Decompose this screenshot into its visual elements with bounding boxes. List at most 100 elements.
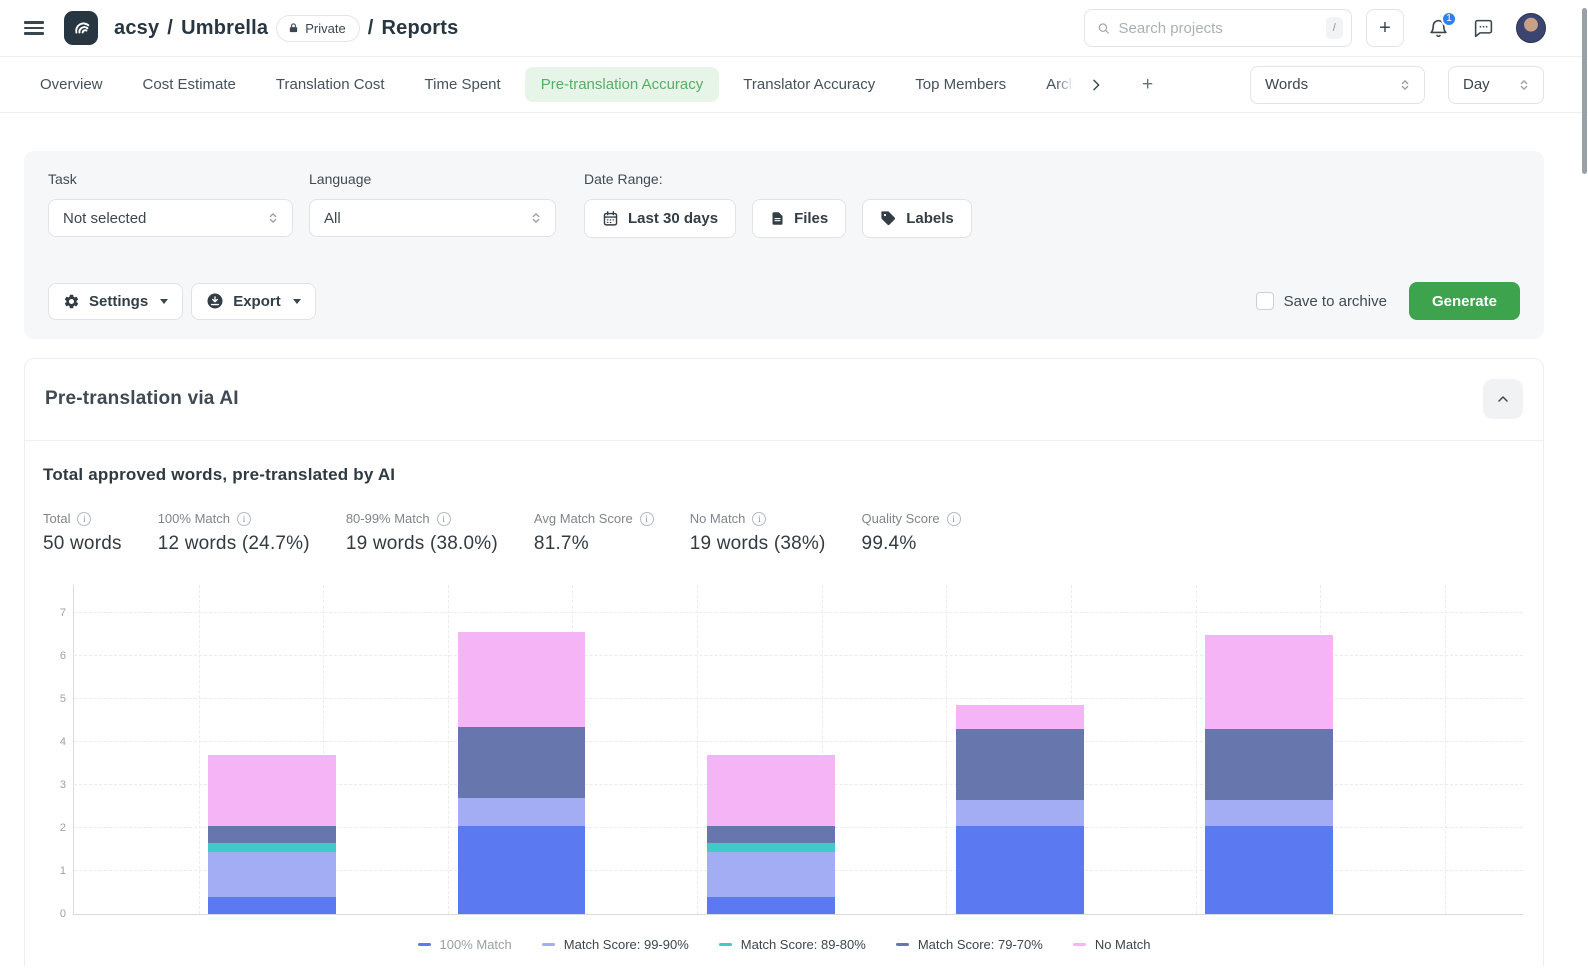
select-arrows-icon [266, 211, 280, 225]
logo-icon [70, 17, 92, 39]
task-select[interactable]: Not selected [48, 199, 293, 237]
tag-icon [880, 210, 897, 227]
bar-segment-no-match [707, 755, 835, 826]
settings-button[interactable]: Settings [48, 283, 183, 320]
notification-count-badge: 1 [1441, 11, 1457, 27]
legend-label: 100% Match [440, 937, 512, 952]
create-project-button[interactable]: + [1366, 9, 1404, 47]
legend-item-match-score-89-80[interactable]: Match Score: 89-80% [719, 937, 866, 952]
breadcrumb: acsy / Umbrella Private / Reports [114, 15, 458, 42]
legend-swatch [542, 943, 555, 946]
stat-quality-score: Quality Scorei99.4% [862, 511, 961, 555]
gear-icon [63, 293, 80, 310]
stat-80-99-match: 80-99% Matchi19 words (38.0%) [346, 511, 498, 555]
y-axis-tick: 2 [48, 822, 66, 834]
search-input[interactable] [1119, 20, 1318, 37]
tab-translation-cost[interactable]: Translation Cost [260, 67, 401, 102]
bar-segment-match-score-99-90 [458, 798, 586, 826]
breadcrumb-org[interactable]: acsy [114, 17, 159, 40]
info-icon[interactable]: i [947, 512, 961, 526]
task-select-value: Not selected [63, 210, 146, 227]
info-icon[interactable]: i [752, 512, 766, 526]
tab-overview[interactable]: Overview [24, 67, 119, 102]
messages-button[interactable] [1473, 18, 1494, 39]
labels-button-label: Labels [906, 210, 954, 227]
stat-100-match: 100% Matchi12 words (24.7%) [158, 511, 310, 555]
files-button-label: Files [794, 210, 828, 227]
tab-top-members[interactable]: Top Members [899, 67, 1022, 102]
report-card: Pre-translation via AI Total approved wo… [24, 358, 1544, 966]
legend-item-no-match[interactable]: No Match [1073, 937, 1151, 952]
stat-value: 12 words (24.7%) [158, 533, 310, 555]
info-icon[interactable]: i [237, 512, 251, 526]
add-report-tab-button[interactable]: + [1138, 68, 1157, 102]
y-axis-tick: 7 [48, 607, 66, 619]
menu-icon[interactable] [24, 21, 44, 35]
export-button[interactable]: Export [191, 283, 316, 320]
bar-segment-match-score-99-90 [208, 852, 336, 897]
collapse-section-button[interactable] [1483, 379, 1523, 419]
labels-button[interactable]: Labels [862, 199, 972, 238]
bar-segment-match-score-79-70 [707, 826, 835, 843]
generate-button[interactable]: Generate [1409, 282, 1520, 320]
date-range-button[interactable]: Last 30 days [584, 199, 736, 238]
stats-row: Totali50 words100% Matchi12 words (24.7%… [43, 511, 1525, 555]
bar-5[interactable] [1205, 635, 1333, 914]
bar-segment-match-score-99-90 [707, 852, 835, 897]
lock-icon [288, 22, 299, 34]
bar-segment-100-match [1205, 826, 1333, 914]
stat-value: 50 words [43, 533, 122, 555]
bar-2[interactable] [458, 632, 586, 914]
bar-segment-100-match [707, 897, 835, 914]
app-logo[interactable] [64, 11, 98, 45]
y-axis-tick: 3 [48, 779, 66, 791]
breadcrumb-page: Reports [381, 17, 458, 40]
avatar[interactable] [1516, 13, 1546, 43]
files-button[interactable]: Files [752, 199, 846, 238]
stat-no-match: No Matchi19 words (38%) [690, 511, 826, 555]
tabs-overflow-chevron[interactable] [1084, 71, 1108, 99]
save-to-archive-label: Save to archive [1284, 293, 1387, 310]
legend-item-100-match[interactable]: 100% Match [418, 937, 512, 952]
download-icon [206, 292, 224, 310]
privacy-badge-label: Private [305, 21, 345, 36]
tab-cost-estimate[interactable]: Cost Estimate [127, 67, 252, 102]
info-icon[interactable]: i [77, 512, 91, 526]
vertical-scrollbar[interactable] [1582, 8, 1587, 174]
bar-4[interactable] [956, 705, 1084, 914]
chevron-up-icon [1495, 391, 1511, 407]
breadcrumb-separator: / [167, 17, 173, 40]
info-icon[interactable]: i [640, 512, 654, 526]
save-to-archive-checkbox[interactable] [1256, 292, 1274, 310]
unit-select[interactable]: Words [1250, 66, 1425, 104]
bar-1[interactable] [208, 755, 336, 914]
export-button-label: Export [233, 293, 281, 310]
bar-segment-no-match [458, 632, 586, 727]
select-arrows-icon [529, 211, 543, 225]
language-select[interactable]: All [309, 199, 556, 237]
tab-arch[interactable]: Arch [1030, 67, 1076, 102]
stat-label: Quality Scorei [862, 511, 961, 526]
tab-pre-translation-accuracy[interactable]: Pre-translation Accuracy [525, 67, 720, 102]
breadcrumb-project[interactable]: Umbrella [181, 17, 268, 40]
legend-swatch [1073, 943, 1086, 946]
caret-down-icon [160, 299, 168, 304]
report-tabs: OverviewCost EstimateTranslation CostTim… [0, 57, 1588, 113]
legend-item-match-score-79-70[interactable]: Match Score: 79-70% [896, 937, 1043, 952]
tab-translator-accuracy[interactable]: Translator Accuracy [727, 67, 891, 102]
caret-down-icon [293, 299, 301, 304]
bar-segment-no-match [956, 705, 1084, 729]
tab-time-spent[interactable]: Time Spent [409, 67, 517, 102]
search-box[interactable]: / [1084, 9, 1352, 47]
info-icon[interactable]: i [437, 512, 451, 526]
stat-value: 81.7% [534, 533, 654, 555]
search-icon [1097, 20, 1111, 37]
period-select[interactable]: Day [1448, 66, 1544, 104]
bar-segment-100-match [956, 826, 1084, 914]
bar-3[interactable] [707, 755, 835, 914]
language-select-value: All [324, 210, 341, 227]
notifications-button[interactable]: 1 [1428, 18, 1449, 39]
legend-item-match-score-99-90[interactable]: Match Score: 99-90% [542, 937, 689, 952]
unit-select-value: Words [1265, 76, 1308, 93]
legend-swatch [418, 943, 431, 946]
